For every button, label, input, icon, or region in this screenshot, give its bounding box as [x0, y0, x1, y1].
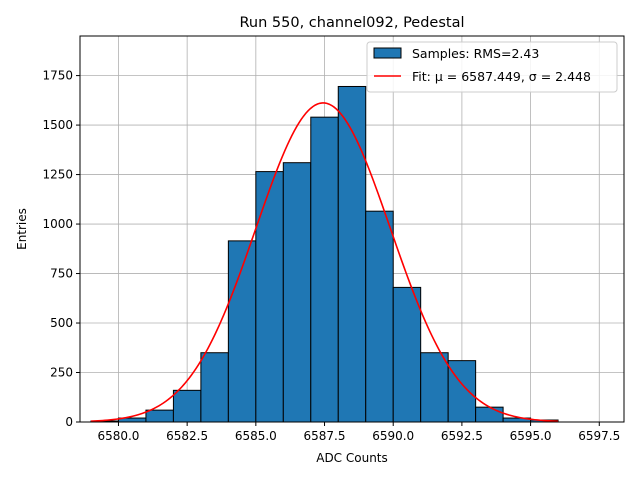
histogram-bars [90, 85, 559, 423]
y-tick-label: 250 [50, 366, 73, 380]
x-tick-label: 6597.5 [578, 429, 620, 443]
histogram-bar [255, 171, 284, 423]
y-tick-label: 1000 [42, 217, 73, 231]
histogram-bar [282, 162, 312, 423]
chart-title: Run 550, channel092, Pedestal [239, 15, 464, 31]
histogram-bar [475, 406, 504, 423]
y-tick-label: 500 [50, 316, 73, 330]
x-axis-ticks: 6580.0 6582.5 6585.0 6587.5 6590.0 6592.5 6595… [97, 422, 620, 443]
x-tick-label: 6595.0 [510, 429, 552, 443]
legend-entry-fit: Fit: μ = 6587.449, σ = 2.448 [412, 69, 591, 84]
histogram-bar [420, 352, 449, 423]
y-tick-label: 1500 [42, 118, 73, 132]
legend-entry-samples: Samples: RMS=2.43 [412, 46, 539, 61]
legend-box [366, 41, 618, 93]
y-tick-label: 750 [50, 267, 73, 281]
histogram-bar [145, 409, 174, 423]
x-tick-label: 6582.5 [166, 429, 208, 443]
histogram-bar [200, 352, 229, 423]
x-tick-label: 6592.5 [441, 429, 483, 443]
y-axis-ticks: 0 250 500 750 1000 1250 1500 1750 [42, 69, 80, 429]
y-tick-label: 1250 [42, 168, 73, 182]
x-tick-label: 6585.0 [235, 429, 277, 443]
histogram-bar [310, 116, 339, 423]
histogram-bar [337, 85, 367, 423]
y-tick-label: 0 [65, 415, 73, 429]
histogram-bar [392, 286, 422, 423]
x-tick-label: 6590.0 [372, 429, 414, 443]
x-axis-label: ADC Counts [316, 451, 388, 465]
legend-swatch-samples [373, 47, 402, 59]
legend: Samples: RMS=2.43 Fit: μ = 6587.449, σ =… [366, 41, 618, 93]
x-tick-label: 6587.5 [304, 429, 346, 443]
x-tick-label: 6580.0 [97, 429, 139, 443]
fit-curve [90, 102, 559, 423]
histogram-bar [447, 360, 477, 423]
histogram-bar [365, 210, 394, 423]
y-tick-label: 1750 [42, 69, 73, 83]
plot-frame [79, 35, 625, 423]
y-axis-label: Entries [15, 208, 29, 250]
histogram-bar [172, 389, 202, 423]
